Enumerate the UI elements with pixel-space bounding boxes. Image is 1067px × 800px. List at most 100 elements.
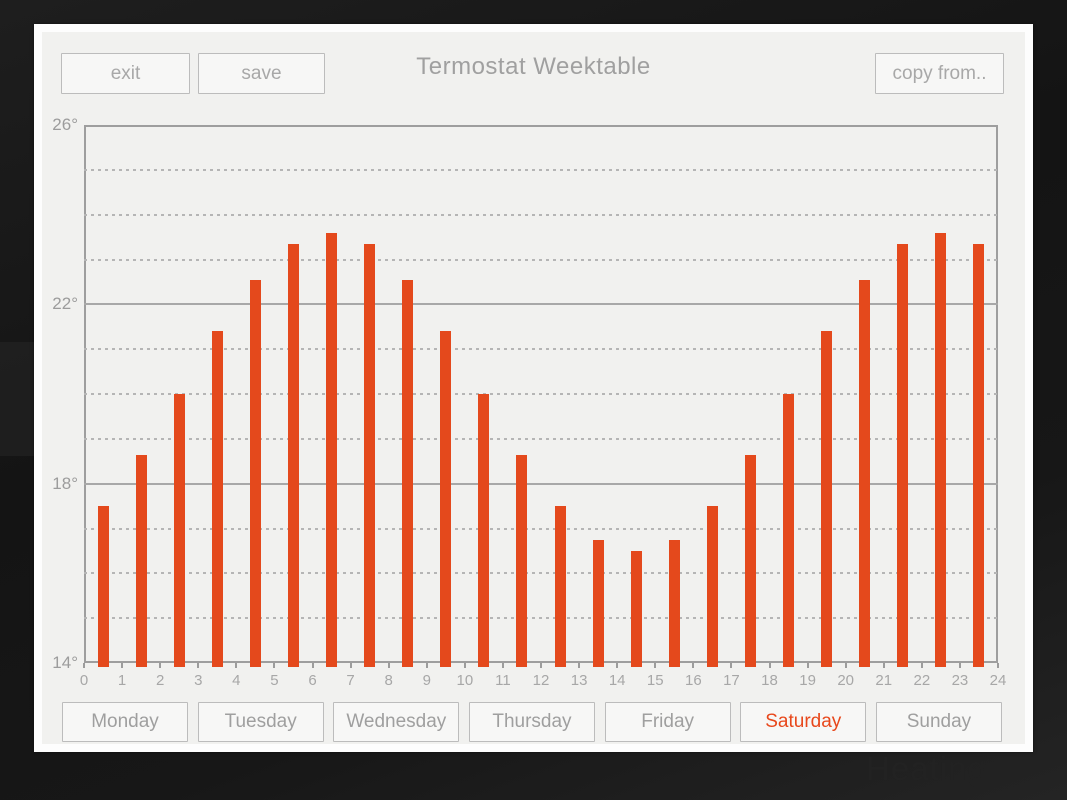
bar-hour-19[interactable]: [821, 331, 833, 667]
x-tick-19: [806, 663, 809, 668]
x-axis-label-19: 19: [799, 672, 816, 689]
x-tick-3: [197, 663, 200, 668]
x-tick-2: [159, 663, 162, 668]
day-button-monday[interactable]: Monday: [62, 702, 188, 742]
y-axis-label-22: 22°: [52, 294, 78, 314]
gridline-major-18: [84, 482, 998, 485]
bar-hour-16[interactable]: [706, 506, 718, 667]
day-button-label: Sunday: [906, 711, 972, 732]
x-tick-10: [463, 663, 466, 668]
bar-hour-14[interactable]: [630, 550, 642, 667]
x-axis-label-15: 15: [646, 672, 664, 689]
x-axis-label-13: 13: [570, 672, 588, 689]
x-axis-label-10: 10: [456, 672, 474, 689]
x-axis-label-18: 18: [761, 672, 778, 689]
x-axis-label-0: 0: [79, 672, 89, 689]
x-tick-11: [501, 663, 504, 668]
background-band: [0, 342, 34, 456]
x-tick-21: [882, 663, 885, 668]
x-axis-label-6: 6: [308, 672, 317, 689]
save-button[interactable]: save: [198, 53, 325, 94]
thermostat-weektable-panel: exit save Termostat Weektable copy from.…: [34, 24, 1033, 752]
x-axis-label-2: 2: [155, 672, 165, 689]
gridline-minor-19: [84, 437, 998, 440]
x-tick-0: [83, 663, 85, 668]
day-button-label: Saturday: [765, 711, 842, 732]
x-axis-label-9: 9: [422, 672, 431, 689]
x-tick-7: [349, 663, 352, 668]
bar-hour-8[interactable]: [402, 279, 414, 667]
x-tick-24: [997, 663, 999, 668]
day-button-label: Thursday: [492, 711, 572, 732]
bar-hour-15[interactable]: [668, 539, 680, 667]
gridline-minor-16: [84, 572, 998, 575]
x-axis-label-16: 16: [684, 672, 702, 689]
bar-hour-0[interactable]: [97, 506, 109, 667]
x-tick-20: [844, 663, 847, 668]
day-button-friday[interactable]: Friday: [604, 702, 731, 742]
day-button-label: Tuesday: [224, 711, 297, 732]
bar-hour-7[interactable]: [364, 243, 376, 667]
x-tick-4: [235, 663, 238, 668]
bar-hour-10[interactable]: [478, 394, 490, 667]
copy-from-button[interactable]: copy from..: [875, 53, 1004, 94]
x-axis-label-24: 24: [989, 672, 1007, 689]
x-tick-1: [121, 663, 124, 668]
x-axis-label-12: 12: [532, 672, 550, 689]
gridline-minor-24: [84, 213, 998, 216]
day-button-thursday[interactable]: Thursday: [468, 702, 595, 742]
x-axis-label-21: 21: [875, 672, 893, 689]
x-axis-label-7: 7: [346, 672, 355, 689]
x-tick-17: [730, 663, 733, 668]
exit-button[interactable]: exit: [61, 53, 190, 94]
x-tick-23: [958, 663, 961, 668]
x-axis-label-11: 11: [495, 672, 511, 689]
x-tick-6: [311, 663, 314, 668]
x-tick-13: [578, 663, 581, 668]
bar-hour-17[interactable]: [744, 454, 756, 667]
gridline-minor-25: [84, 168, 998, 171]
y-axis-label-26: 26°: [52, 115, 78, 134]
x-axis-label-23: 23: [951, 672, 969, 689]
x-tick-12: [540, 663, 542, 668]
bar-hour-12[interactable]: [554, 506, 566, 667]
bar-hour-6[interactable]: [326, 232, 338, 667]
day-button-label: Friday: [641, 711, 695, 732]
x-axis-label-20: 20: [837, 672, 854, 689]
background-watermark: Heating: [866, 750, 987, 787]
bar-hour-9[interactable]: [440, 331, 452, 667]
day-selector-row: Monday Tuesday Wednesday Thursday Friday Satu…: [62, 702, 1002, 742]
x-axis-label-5: 5: [270, 672, 279, 689]
bar-hour-3[interactable]: [211, 331, 223, 667]
x-axis-label-14: 14: [608, 672, 626, 689]
x-axis-label-17: 17: [723, 672, 740, 689]
bar-hour-20[interactable]: [859, 279, 871, 667]
gridline-minor-17: [84, 527, 998, 530]
bar-hour-22[interactable]: [935, 232, 947, 667]
day-button-label: Monday: [91, 711, 159, 732]
bar-hour-2[interactable]: [173, 394, 185, 667]
day-button-sunday[interactable]: Sunday: [875, 702, 1002, 742]
x-tick-22: [920, 663, 923, 668]
bar-hour-18[interactable]: [783, 394, 795, 667]
x-tick-9: [425, 663, 428, 668]
x-tick-18: [768, 663, 771, 668]
bar-hour-13[interactable]: [592, 539, 604, 667]
x-axis-label-22: 22: [913, 672, 931, 689]
y-axis-label-18: 18°: [52, 473, 78, 493]
bar-hour-1[interactable]: [135, 454, 147, 667]
day-button-tuesday[interactable]: Tuesday: [197, 702, 324, 742]
day-button-wednesday[interactable]: Wednesday: [333, 702, 460, 742]
page-title: Termostat Weektable: [416, 53, 651, 80]
day-button-saturday[interactable]: Saturday: [740, 702, 867, 742]
x-tick-16: [692, 663, 695, 668]
x-tick-14: [616, 663, 619, 668]
x-axis-label-4: 4: [232, 672, 241, 689]
bar-hour-5[interactable]: [287, 243, 299, 667]
bar-hour-11[interactable]: [516, 454, 528, 667]
x-tick-5: [273, 663, 276, 668]
x-axis-label-8: 8: [384, 672, 393, 689]
bar-hour-21[interactable]: [897, 243, 909, 667]
bar-hour-23[interactable]: [973, 243, 985, 667]
bar-hour-4[interactable]: [249, 279, 261, 667]
